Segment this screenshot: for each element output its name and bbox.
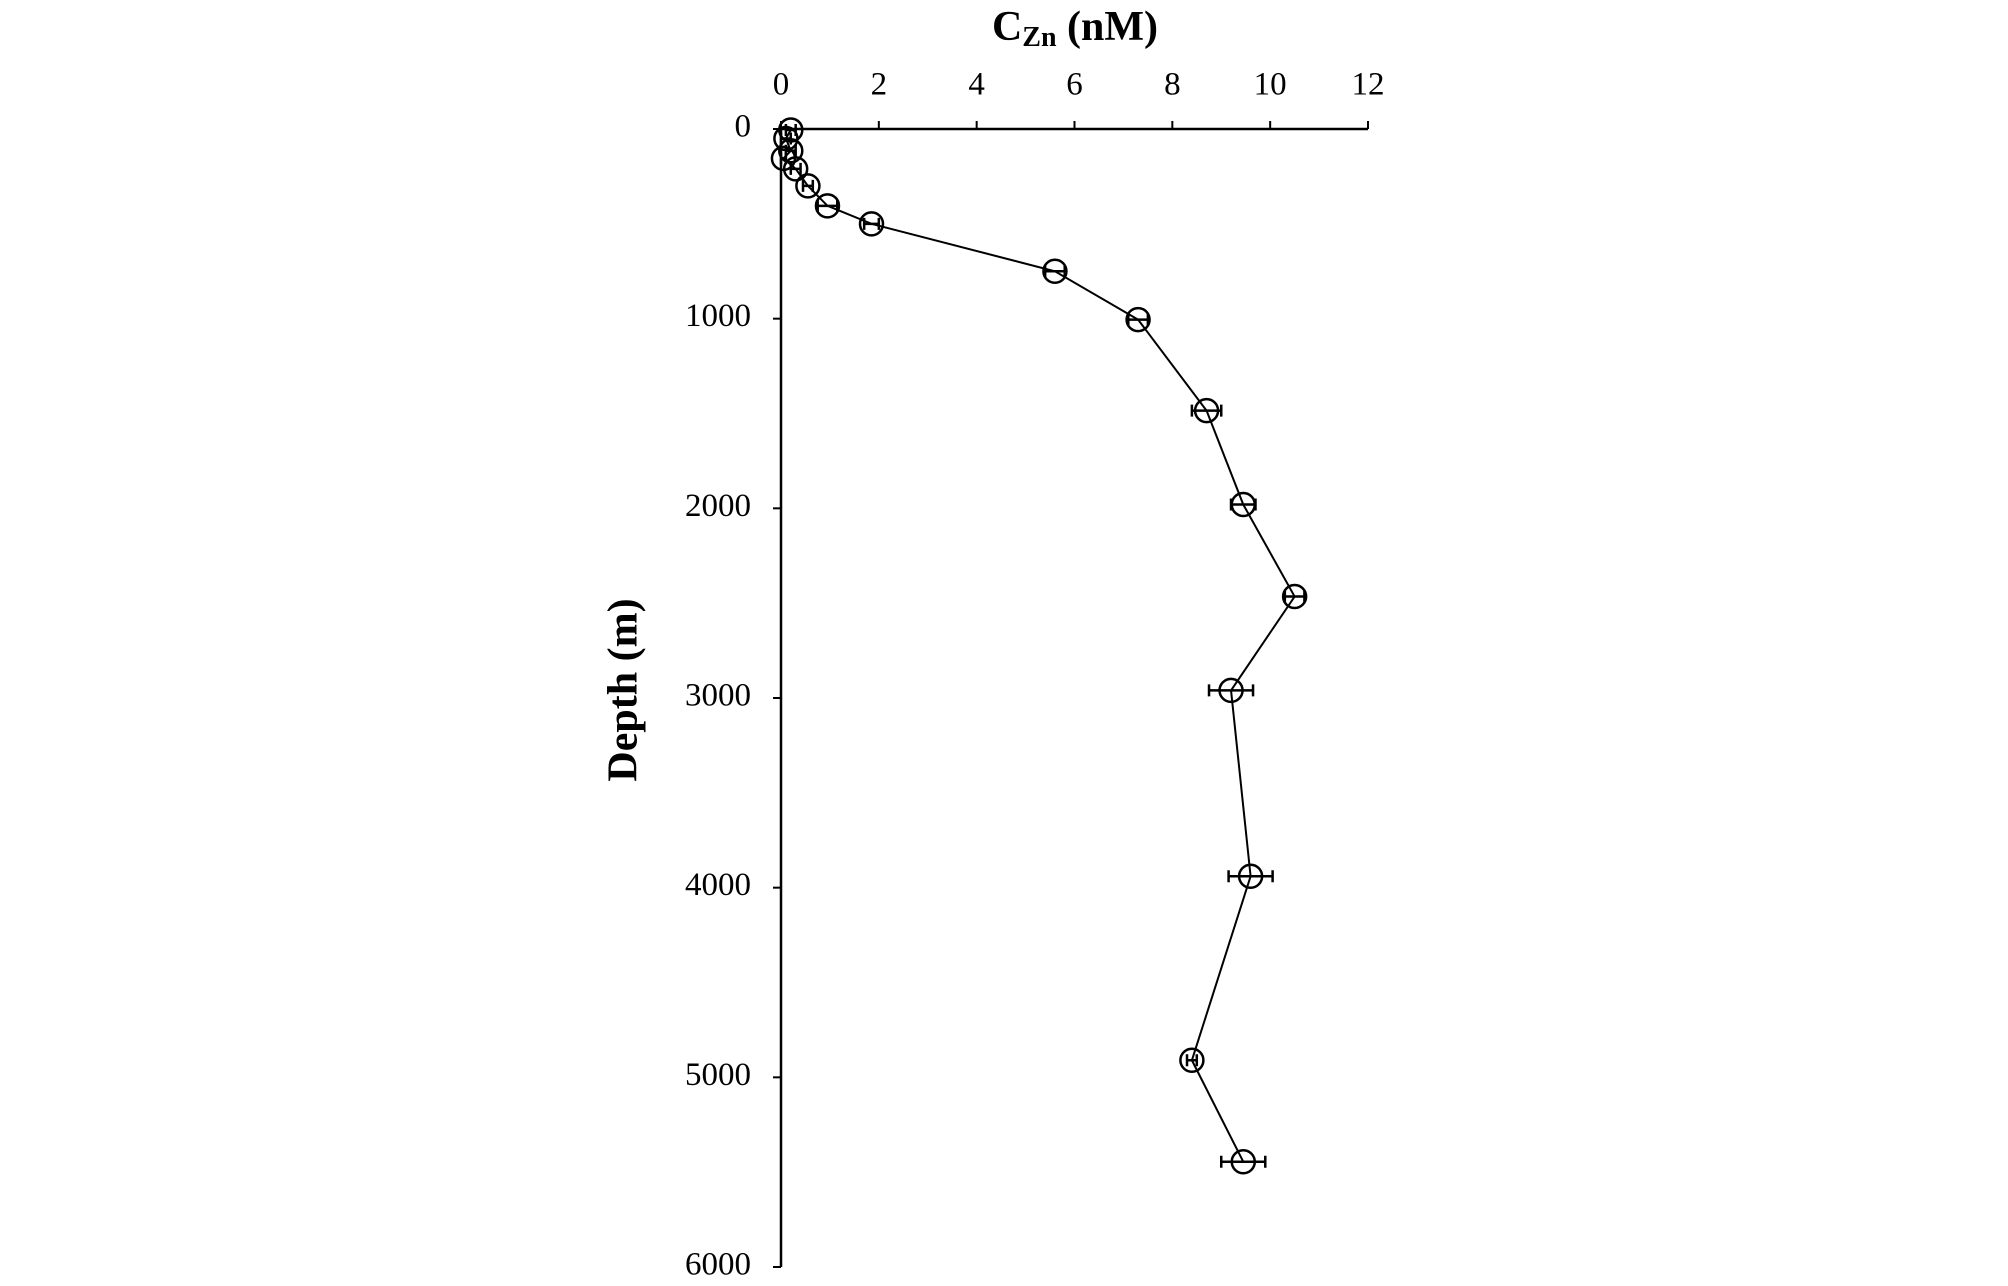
- data-point: [1230, 491, 1257, 518]
- x-tick-label: 2: [871, 67, 888, 103]
- data-point: [1179, 1047, 1205, 1074]
- y-tick-label: 5000: [685, 1057, 751, 1093]
- series-line: [781, 129, 1296, 1163]
- data-point: [858, 211, 885, 237]
- x-tick-label: 0: [773, 67, 790, 103]
- data-point: [782, 156, 809, 182]
- y-tick-label: 1000: [685, 298, 751, 334]
- error-bar: [1185, 1054, 1199, 1067]
- error-bar: [1283, 590, 1306, 603]
- data-point: [1218, 677, 1244, 704]
- data-point: [1230, 1148, 1257, 1175]
- x-tick-label: 12: [1352, 67, 1385, 103]
- error-bar: [1229, 498, 1257, 511]
- y-tick-label: 6000: [685, 1247, 751, 1283]
- data-point: [1281, 583, 1308, 610]
- error-bar: [1227, 870, 1274, 883]
- x-label-sub: Zn: [1022, 22, 1057, 53]
- x-label-unit: (nM): [1057, 4, 1158, 50]
- x-tick-label: 10: [1254, 67, 1287, 103]
- error-bar: [816, 199, 839, 212]
- data-point: [1237, 863, 1264, 890]
- error-bar: [801, 179, 815, 192]
- y-axis-label: Depth (m): [601, 598, 647, 781]
- error-bar: [862, 217, 881, 230]
- error-bar: [1220, 1155, 1267, 1168]
- y-tick-label: 2000: [685, 488, 751, 524]
- y-tick-label: 4000: [685, 867, 751, 903]
- data-point: [1125, 306, 1151, 333]
- error-bar: [1207, 684, 1255, 697]
- error-bar: [789, 162, 802, 175]
- error-bar: [1190, 404, 1223, 417]
- x-tick-label: 4: [968, 67, 985, 103]
- x-tick-label: 6: [1066, 67, 1083, 103]
- x-tick-label: 8: [1164, 67, 1181, 103]
- data-point: [1193, 397, 1220, 424]
- data-point: [1042, 258, 1068, 284]
- x-axis-label: CZn (nM): [992, 4, 1158, 54]
- data-point: [778, 138, 804, 164]
- data-point: [795, 173, 821, 199]
- y-tick-label: 0: [735, 109, 752, 145]
- x-label-main: C: [992, 4, 1022, 50]
- data-point: [814, 193, 841, 219]
- y-tick-label: 3000: [685, 678, 751, 714]
